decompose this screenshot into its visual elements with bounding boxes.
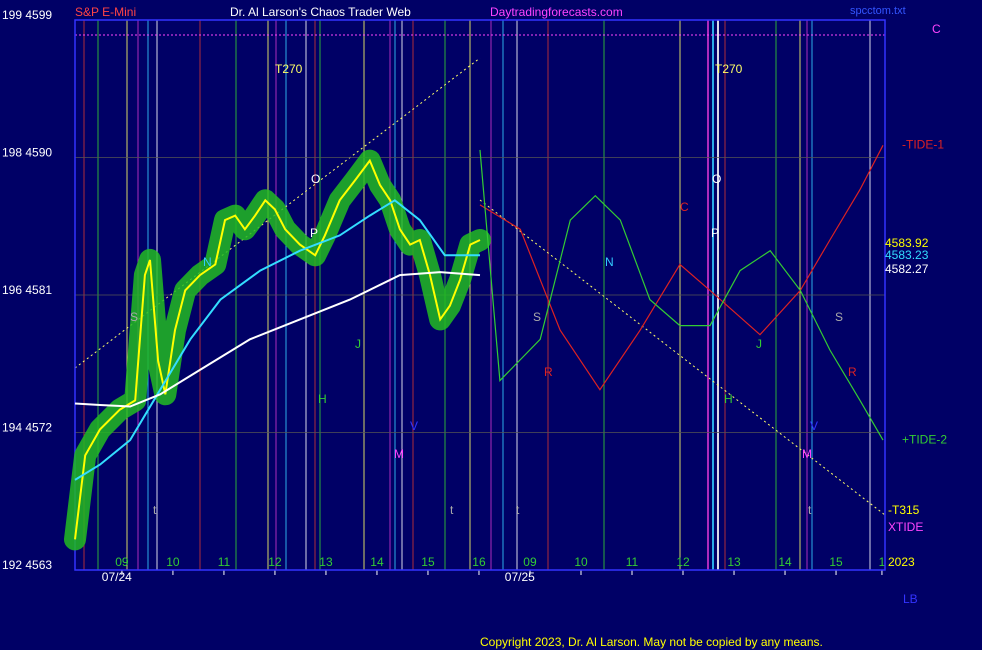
cycle-annotation: S xyxy=(533,310,541,324)
site: Daytradingforecasts.com xyxy=(490,5,623,19)
cycle-annotation: J xyxy=(756,337,762,351)
x-tick-label: 13 xyxy=(319,555,333,569)
x-tick-label: 09 xyxy=(523,555,537,569)
last-value-label: 4583.23 xyxy=(885,248,929,262)
price-glow xyxy=(64,149,491,551)
x-tick-label: 12 xyxy=(676,555,690,569)
cycle-annotation: S xyxy=(835,310,843,324)
cycle-annotation: O xyxy=(311,172,320,186)
x-tick-label: 11 xyxy=(626,555,639,569)
cycle-annotation: t xyxy=(153,503,157,517)
cycle-annotation: T270 xyxy=(715,62,743,76)
cycle-annotation: T270 xyxy=(275,62,303,76)
x-tick-label: 14 xyxy=(778,555,792,569)
legend-label: +TIDE-2 xyxy=(902,432,947,446)
chart-subtitle: Dr. Al Larson's Chaos Trader Web xyxy=(230,5,411,19)
x-tick-label: 15 xyxy=(829,555,843,569)
x-tick-label: 16 xyxy=(472,555,486,569)
trend-line xyxy=(479,199,886,516)
series-line xyxy=(479,149,884,441)
y-tick-label: 198 4590 xyxy=(2,146,52,160)
series-line xyxy=(74,158,481,540)
side-label: LB xyxy=(903,592,918,606)
cycle-annotation: V xyxy=(810,419,818,433)
series-line xyxy=(74,199,480,481)
side-label: 2023 xyxy=(888,555,915,569)
cycle-annotation: P xyxy=(711,226,719,240)
cycle-annotation: M xyxy=(802,447,812,461)
chart-title: S&P E-Mini xyxy=(75,5,136,19)
x-tick-label: 10 xyxy=(166,555,180,569)
cycle-annotation: H xyxy=(724,392,733,406)
cycle-annotation: t xyxy=(516,503,520,517)
cycle-annotation: R xyxy=(544,365,553,379)
y-tick-label: 192 4563 xyxy=(2,558,52,572)
cycle-annotation: P xyxy=(310,226,318,240)
cycle-annotation: N xyxy=(203,255,212,269)
cycle-annotation: t xyxy=(808,503,812,517)
y-tick-label: 194 4572 xyxy=(2,421,52,435)
date-label: 07/24 xyxy=(102,570,132,584)
cycle-annotation: C xyxy=(680,200,689,214)
y-tick-label: 196 4581 xyxy=(2,283,52,297)
x-tick-label: 14 xyxy=(370,555,384,569)
x-tick-label: 15 xyxy=(421,555,435,569)
x-tick-label: 13 xyxy=(727,555,741,569)
side-label: -T315 xyxy=(888,503,920,517)
file-name: spcctom.txt xyxy=(850,5,906,17)
last-value-label: 4582.27 xyxy=(885,262,929,276)
cycle-annotation: R xyxy=(848,365,857,379)
side-label: C xyxy=(932,22,941,36)
cycle-annotation: M xyxy=(394,447,404,461)
y-tick-label: 199 4599 xyxy=(2,8,52,22)
cycle-annotation: H xyxy=(318,392,327,406)
legend-label: -TIDE-1 xyxy=(902,137,944,151)
x-tick-label: 09 xyxy=(115,555,129,569)
plot-frame xyxy=(74,19,886,571)
last-value-label: 4583.92 xyxy=(885,236,929,250)
date-label: 07/25 xyxy=(505,570,535,584)
x-tick-label: 1 xyxy=(879,555,886,569)
cycle-annotation: V xyxy=(410,419,418,433)
series-line xyxy=(74,271,481,408)
series-line xyxy=(479,145,884,391)
cycle-annotation: t xyxy=(450,503,454,517)
x-tick-label: 10 xyxy=(574,555,588,569)
x-tick-label: 11 xyxy=(218,555,231,569)
x-tick-label: 12 xyxy=(268,555,282,569)
copyright: Copyright 2023, Dr. Al Larson. May not b… xyxy=(480,635,823,649)
cycle-annotation: O xyxy=(712,172,721,186)
side-label: XTIDE xyxy=(888,520,923,534)
cycle-annotation: S xyxy=(130,310,138,324)
cycle-annotation: N xyxy=(605,255,614,269)
cycle-annotation: J xyxy=(355,337,361,351)
